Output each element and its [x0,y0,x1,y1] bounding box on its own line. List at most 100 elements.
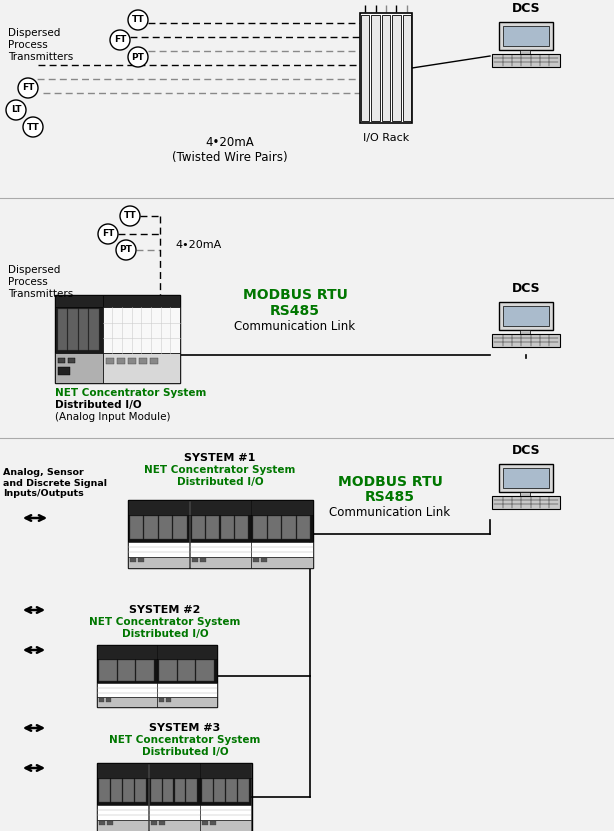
Bar [103,353,180,383]
Bar [128,542,189,557]
Bar [128,358,136,364]
Bar [103,295,180,307]
Bar [503,306,549,326]
Text: FT: FT [22,83,34,92]
Bar [55,353,103,383]
Bar [58,358,65,363]
Circle shape [128,10,148,30]
Bar [89,309,98,350]
Bar [128,557,189,568]
Bar [106,698,111,702]
Bar [157,697,217,707]
Text: RS485: RS485 [365,490,415,504]
Bar [226,779,237,803]
Bar [157,659,217,683]
Circle shape [110,30,130,50]
Bar [58,309,68,350]
Bar [200,763,252,778]
Bar [499,22,553,50]
Bar [520,50,530,54]
Bar [149,820,200,831]
Bar [99,822,105,825]
Bar [499,302,553,330]
Bar [282,516,295,539]
Text: I/O Rack: I/O Rack [363,133,409,143]
Bar [79,309,88,350]
Text: NET Concentrator System: NET Concentrator System [89,617,241,627]
Bar [187,779,197,803]
Circle shape [116,240,136,260]
Bar [297,516,310,539]
Text: DCS: DCS [511,444,540,457]
Bar [118,660,135,681]
Circle shape [6,100,26,120]
Circle shape [23,117,43,137]
Bar [106,358,114,364]
Circle shape [18,78,38,98]
Bar [97,645,217,707]
Bar [97,683,157,697]
Bar [107,822,113,825]
Bar [200,558,206,563]
Bar [130,516,144,539]
Bar [158,822,165,825]
Text: SYSTEM #1: SYSTEM #1 [184,453,255,463]
Bar [166,698,171,702]
Bar [361,15,370,121]
Bar [149,763,200,778]
Circle shape [120,206,140,226]
Bar [97,645,157,659]
Text: 4•20mA
(Twisted Wire Pairs): 4•20mA (Twisted Wire Pairs) [172,136,288,164]
Bar [128,515,189,542]
Circle shape [128,47,148,67]
Bar [499,464,553,492]
Text: SYSTEM #2: SYSTEM #2 [130,605,201,615]
Bar [128,500,189,515]
Bar [220,516,234,539]
Bar [200,778,252,805]
Text: RS485: RS485 [270,304,320,318]
Bar [58,367,70,375]
Bar [520,330,530,334]
Circle shape [98,224,118,244]
Bar [173,516,187,539]
Text: Dispersed
Process
Transmitters: Dispersed Process Transmitters [8,28,73,61]
Bar [97,763,148,778]
Bar [520,492,530,496]
Text: MODBUS RTU: MODBUS RTU [338,475,443,489]
Text: Distributed I/O: Distributed I/O [142,747,228,757]
Bar [268,516,281,539]
Bar [251,515,313,542]
Bar [382,15,391,121]
Text: FT: FT [114,36,126,45]
Bar [192,516,205,539]
Text: PT: PT [120,245,133,254]
Text: FT: FT [102,229,114,238]
Text: MODBUS RTU: MODBUS RTU [243,288,348,302]
Bar [123,779,134,803]
Bar [492,54,560,66]
Bar [136,660,154,681]
Bar [392,15,400,121]
Bar [200,820,252,831]
Text: NET Concentrator System: NET Concentrator System [109,735,261,745]
Bar [149,805,200,820]
Text: TT: TT [26,122,39,131]
Bar [99,779,110,803]
Bar [134,779,146,803]
Text: NET Concentrator System: NET Concentrator System [55,388,206,398]
Bar [149,778,200,805]
Bar [492,496,560,509]
Bar [68,358,75,363]
Bar [159,516,173,539]
Text: Distributed I/O: Distributed I/O [177,477,263,487]
Bar [214,779,225,803]
Text: Distributed I/O: Distributed I/O [55,400,142,410]
Text: Communication Link: Communication Link [330,505,451,519]
Bar [203,822,208,825]
Text: DCS: DCS [511,2,540,15]
Bar [403,15,411,121]
Bar [149,358,158,364]
Bar [503,26,549,46]
Text: TT: TT [131,16,144,24]
